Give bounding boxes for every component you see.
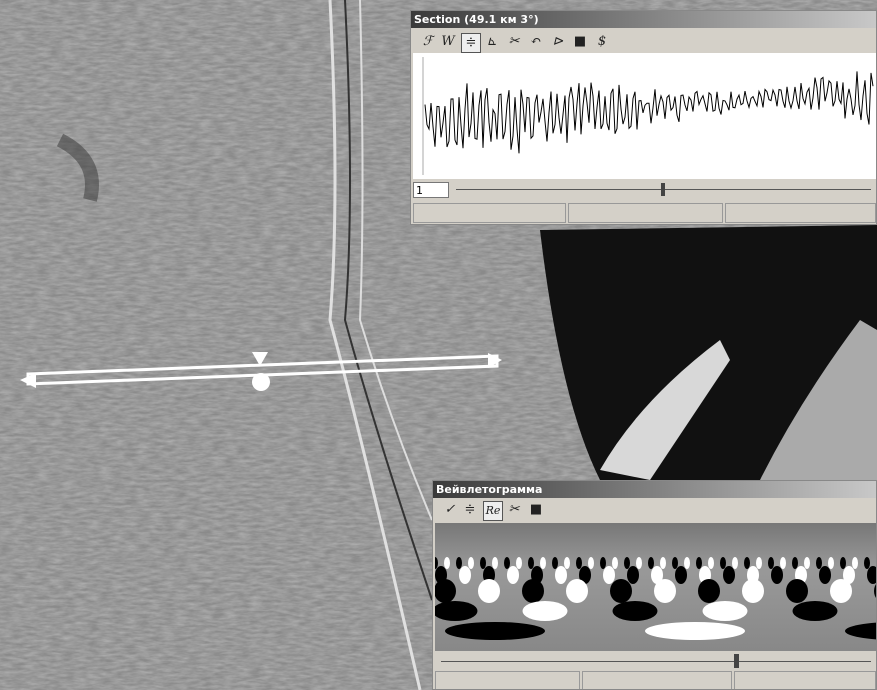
wavelet-blob bbox=[504, 557, 510, 569]
wavelet-blob bbox=[792, 557, 798, 569]
wavelet-blob bbox=[480, 557, 486, 569]
profile-line bbox=[425, 71, 873, 153]
wavelet-blob bbox=[516, 557, 522, 569]
tool-button[interactable]: ✂ bbox=[505, 33, 523, 51]
wavelet-blob bbox=[830, 579, 852, 603]
status-cell bbox=[568, 203, 723, 223]
wavelet-blob bbox=[684, 557, 690, 569]
wavelet-blob bbox=[610, 579, 632, 603]
wavelet-blob bbox=[528, 557, 534, 569]
slider-thumb[interactable] bbox=[661, 183, 665, 196]
wavelet-blob bbox=[492, 557, 498, 569]
tool-button[interactable]: ⊳ bbox=[549, 33, 567, 51]
wavelet-blob bbox=[588, 557, 594, 569]
wavelet-blob bbox=[768, 557, 774, 569]
toolbar: ✓ ≑ Re ✂ ■ bbox=[441, 501, 561, 521]
section-window: Section (49.1 км 3°) ℱ W ≑ ⊾ ✂ ↶ ⊳ ■ $ 1 bbox=[410, 10, 877, 225]
wavelet-blob bbox=[435, 579, 456, 603]
wavelet-blob bbox=[675, 566, 687, 584]
wavelet-blob bbox=[552, 557, 558, 569]
tool-button[interactable]: ⊾ bbox=[483, 33, 501, 51]
wavelet-blob bbox=[723, 566, 735, 584]
wavelet-blob bbox=[672, 557, 678, 569]
status-cell bbox=[435, 671, 580, 690]
wavelet-blob bbox=[732, 557, 738, 569]
window-title: Вейвлетограмма bbox=[433, 481, 876, 498]
wavelet-blob bbox=[523, 601, 568, 621]
wavelet-blob bbox=[708, 557, 714, 569]
page: Section (49.1 км 3°) ℱ W ≑ ⊾ ✂ ↶ ⊳ ■ $ 1… bbox=[0, 0, 877, 690]
wavelet-blob bbox=[744, 557, 750, 569]
tool-button[interactable]: ≑ bbox=[461, 501, 479, 519]
wavelet-window: Вейвлетограмма ✓ ≑ Re ✂ ■ bbox=[432, 480, 877, 690]
wavelet-blob bbox=[786, 579, 808, 603]
wavelet-blob bbox=[756, 557, 762, 569]
wavelet-blob bbox=[816, 557, 822, 569]
wavelet-blob bbox=[540, 557, 546, 569]
profile-plot bbox=[413, 53, 876, 179]
wavelet-blob bbox=[852, 557, 858, 569]
wavelet-blob bbox=[660, 557, 666, 569]
wavelet-blob bbox=[507, 566, 519, 584]
wavelet-blob bbox=[624, 557, 630, 569]
wavelet-blob bbox=[564, 557, 570, 569]
wavelet-blob bbox=[696, 557, 702, 569]
wavelet-blob bbox=[720, 557, 726, 569]
slider-track bbox=[441, 661, 871, 662]
wavelet-blob bbox=[654, 579, 676, 603]
slider-thumb[interactable] bbox=[734, 654, 739, 668]
wavelet-image bbox=[435, 523, 876, 651]
tool-button[interactable]: ✂ bbox=[505, 501, 523, 519]
wavelet-blob bbox=[819, 566, 831, 584]
wavelet-blob bbox=[459, 566, 471, 584]
wavelet-blob bbox=[445, 622, 545, 640]
window-title: Section (49.1 км 3°) bbox=[411, 11, 876, 28]
wavelet-blob bbox=[703, 601, 748, 621]
wavelet-blob bbox=[828, 557, 834, 569]
wavelet-blob bbox=[613, 601, 658, 621]
wavelet-blob bbox=[636, 557, 642, 569]
wavelet-blob bbox=[444, 557, 450, 569]
wavelet-blob bbox=[780, 557, 786, 569]
tool-button[interactable]: Re bbox=[483, 501, 503, 521]
wavelet-blob bbox=[600, 557, 606, 569]
wavelet-blob bbox=[864, 557, 870, 569]
status-cell bbox=[582, 671, 732, 690]
tool-button[interactable]: ↶ bbox=[527, 33, 545, 51]
status-cell bbox=[413, 203, 566, 223]
wavelet-blob bbox=[627, 566, 639, 584]
wavelet-blob bbox=[742, 579, 764, 603]
wavelet-blob bbox=[456, 557, 462, 569]
wavelet-blob bbox=[840, 557, 846, 569]
wavelet-blob bbox=[522, 579, 544, 603]
wavelet-blob bbox=[576, 557, 582, 569]
wavelet-blob bbox=[793, 601, 838, 621]
tool-button[interactable]: ✓ bbox=[441, 501, 459, 519]
toolbar: ℱ W ≑ ⊾ ✂ ↶ ⊳ ■ $ bbox=[419, 33, 619, 53]
tool-button[interactable]: $ bbox=[593, 33, 611, 51]
wavelet-blob bbox=[612, 557, 618, 569]
wavelet-blob bbox=[555, 566, 567, 584]
tool-button[interactable]: ≑ bbox=[461, 33, 481, 53]
tool-button[interactable]: ■ bbox=[527, 501, 545, 519]
wavelet-blob bbox=[698, 579, 720, 603]
wavelet-blob bbox=[566, 579, 588, 603]
tool-button[interactable]: W bbox=[439, 33, 457, 51]
wavelet-blob bbox=[804, 557, 810, 569]
status-cell bbox=[725, 203, 876, 223]
wavelet-blob bbox=[603, 566, 615, 584]
wavelet-blob bbox=[468, 557, 474, 569]
wavelet-blob bbox=[648, 557, 654, 569]
wavelet-blob bbox=[771, 566, 783, 584]
wavelet-blob bbox=[478, 579, 500, 603]
status-cell bbox=[734, 671, 876, 690]
wavelet-blob bbox=[645, 622, 745, 640]
spinner[interactable]: 1 bbox=[413, 182, 449, 198]
tool-button[interactable]: ℱ bbox=[419, 33, 437, 51]
tool-button[interactable]: ■ bbox=[571, 33, 589, 51]
